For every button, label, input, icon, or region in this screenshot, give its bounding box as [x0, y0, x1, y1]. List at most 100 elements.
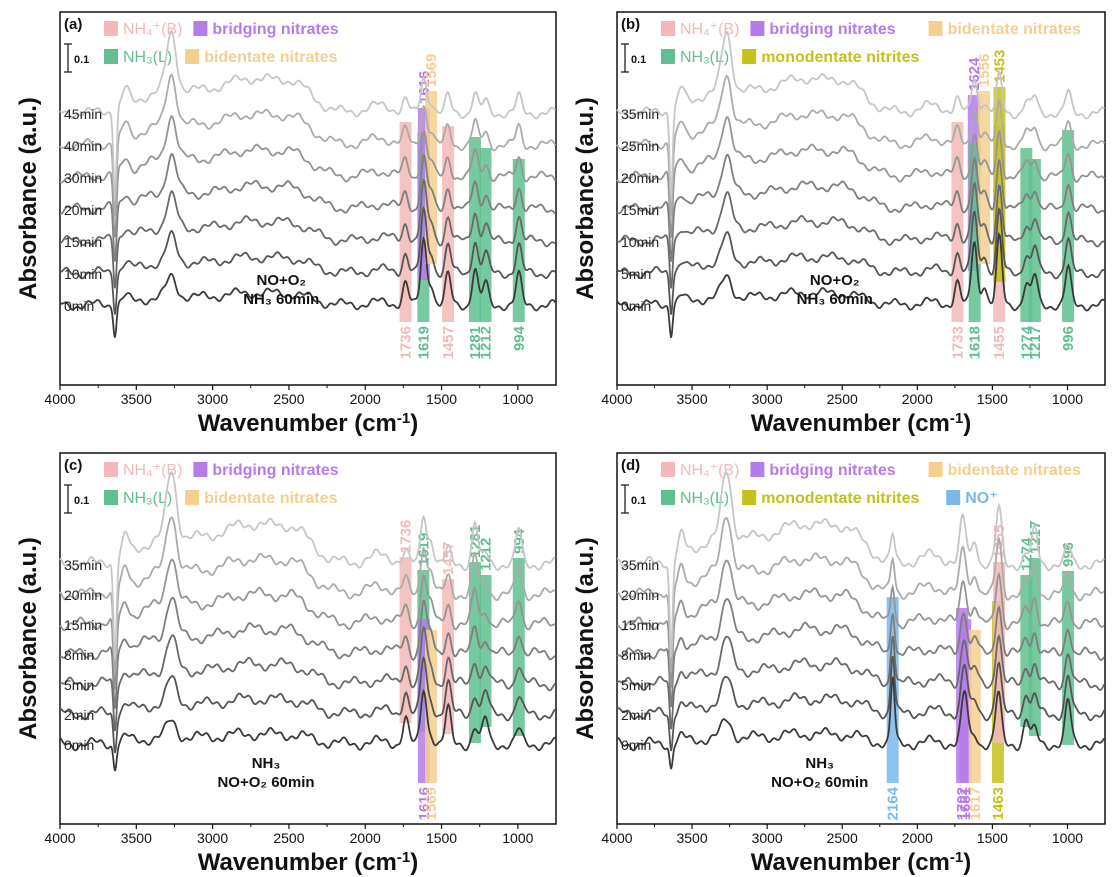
- y-axis-label: Absorbance (a.u.): [15, 537, 42, 740]
- legend-swatch: [104, 49, 118, 64]
- peak-label: 1281: [467, 326, 484, 359]
- legend-swatch: [661, 462, 675, 477]
- condition-text: NO+O₂: [256, 272, 306, 289]
- peak-label: 1618: [967, 326, 984, 359]
- legend-swatch: [104, 462, 118, 477]
- x-tick-label: 1500: [977, 830, 1008, 846]
- legend-entry: NH₃(L): [680, 49, 729, 66]
- x-tick-label: 3500: [121, 391, 152, 407]
- x-tick-label: 1000: [502, 830, 533, 846]
- peak-label: 1702: [954, 787, 971, 820]
- spectrum-line-2min: [59, 655, 556, 754]
- series-label: 0min: [621, 737, 651, 753]
- legend-entry: bidentate nitrates: [204, 49, 337, 66]
- spectrum-line-15min: [616, 559, 1105, 688]
- panel-b: 4000 3500 3000 2500 2000 1500 1000 Wavenumber (…: [572, 11, 1106, 437]
- legend-entry: bridging nitrates: [769, 21, 895, 38]
- legend-entry: bridging nitrates: [769, 462, 895, 479]
- legend-entry: bidentate nitrates: [948, 462, 1081, 479]
- series-label: 20min: [64, 202, 102, 218]
- peak-label: 1212: [477, 326, 494, 359]
- x-axis-label: Wavenumber (cm-1): [751, 849, 972, 877]
- peak-band: [479, 148, 492, 322]
- panel-label: (d): [621, 457, 640, 474]
- x-tick-label: 1500: [426, 391, 457, 407]
- x-tick-label: 1000: [1052, 830, 1083, 846]
- spectrum-line-20min: [59, 152, 557, 262]
- plot-frame: [616, 11, 1106, 386]
- x-tick-label: 4000: [44, 830, 75, 846]
- condition-text: NO+O₂ 60min: [217, 774, 314, 791]
- x-tick-label: 3000: [752, 391, 783, 407]
- spectrum-line-5min: [616, 207, 1105, 315]
- series-label: 8min: [64, 647, 94, 663]
- peak-label: 1463: [990, 787, 1007, 820]
- spectrum-line-20min: [59, 516, 556, 674]
- peak-band: [1028, 159, 1041, 322]
- legend-swatch: [193, 462, 208, 477]
- series-label: 15min: [621, 617, 659, 633]
- series-label: 35min: [64, 557, 102, 573]
- legend-swatch: [193, 21, 208, 36]
- spectrum-line-15min: [616, 153, 1105, 262]
- legend-swatch: [185, 490, 200, 505]
- x-tick-label: 2500: [273, 830, 304, 846]
- x-tick-label: 3500: [676, 830, 707, 846]
- legend-entry: NH₄⁺(B): [680, 21, 739, 38]
- legend-entry: bridging nitrates: [212, 21, 338, 38]
- x-tick-label: 3500: [676, 391, 707, 407]
- x-tick-label: 3000: [197, 391, 228, 407]
- spectrum-line-10min: [616, 181, 1105, 289]
- legend-swatch: [104, 21, 118, 36]
- legend-swatch: [661, 490, 675, 505]
- y-axis-label: Absorbance (a.u.): [572, 537, 599, 740]
- x-axis-label: Wavenumber (cm-1): [198, 849, 419, 877]
- spectrum-line-35min: [59, 470, 556, 660]
- x-tick-label: 2500: [273, 391, 304, 407]
- peak-label: 2164: [885, 786, 902, 820]
- legend-entry: NH₄⁺(B): [680, 462, 739, 479]
- x-tick-label: 3500: [121, 830, 152, 846]
- plot-frame: [616, 452, 1106, 825]
- series-label: 2min: [64, 707, 94, 723]
- x-tick-label: 1000: [1052, 391, 1083, 407]
- panel-label: (b): [621, 16, 640, 33]
- peak-label: 1569: [423, 787, 440, 820]
- legend-swatch: [750, 21, 765, 36]
- legend-swatch: [750, 462, 765, 477]
- series-label: 15min: [621, 202, 659, 218]
- condition-text: NH₃: [805, 755, 834, 772]
- spectrum-line-0min: [616, 231, 1105, 338]
- series-label: 15min: [64, 234, 102, 250]
- peak-label: 1616: [416, 787, 433, 820]
- panel-d: 4000 3500 3000 2500 2000 1500 1000 Wavenumber (…: [572, 452, 1106, 877]
- spectrum-line-0min: [59, 235, 557, 338]
- legend-entry: NH₄⁺(B): [123, 462, 182, 479]
- scale-bar-label: 0.1: [74, 495, 89, 507]
- condition-text: NH₃ 60min: [797, 291, 873, 308]
- legend-entry: NH₄⁺(B): [123, 21, 182, 38]
- condition-text: NO+O₂: [810, 272, 860, 289]
- spectrum-line-40min: [59, 73, 557, 217]
- peak-label: 1274: [1018, 325, 1035, 359]
- legend-entry: NH₃(L): [123, 490, 172, 507]
- series-label: 0min: [64, 737, 94, 753]
- peak-label: 1455: [991, 326, 1008, 359]
- x-tick-label: 3000: [197, 830, 228, 846]
- peak-label: 996: [1060, 326, 1077, 351]
- plot-frame: [59, 11, 557, 386]
- series-label: 0min: [64, 298, 94, 314]
- series-label: 25min: [621, 138, 659, 154]
- scale-bar-label: 0.1: [631, 54, 646, 66]
- peak-label: 994: [511, 325, 528, 351]
- spectrum-line-10min: [59, 205, 556, 315]
- spectrum-line-8min: [59, 596, 556, 709]
- series-label: 10min: [64, 266, 102, 282]
- legend-entry: NH₃(L): [680, 490, 729, 507]
- legend-entry: NH₃(L): [123, 49, 172, 66]
- legend-entry: bidentate nitrates: [948, 21, 1081, 38]
- peak-band: [1020, 148, 1033, 322]
- spectrum-line-35min: [616, 30, 1106, 197]
- series-label: 2min: [621, 707, 651, 723]
- legend-entry: monodentate nitrites: [761, 49, 919, 66]
